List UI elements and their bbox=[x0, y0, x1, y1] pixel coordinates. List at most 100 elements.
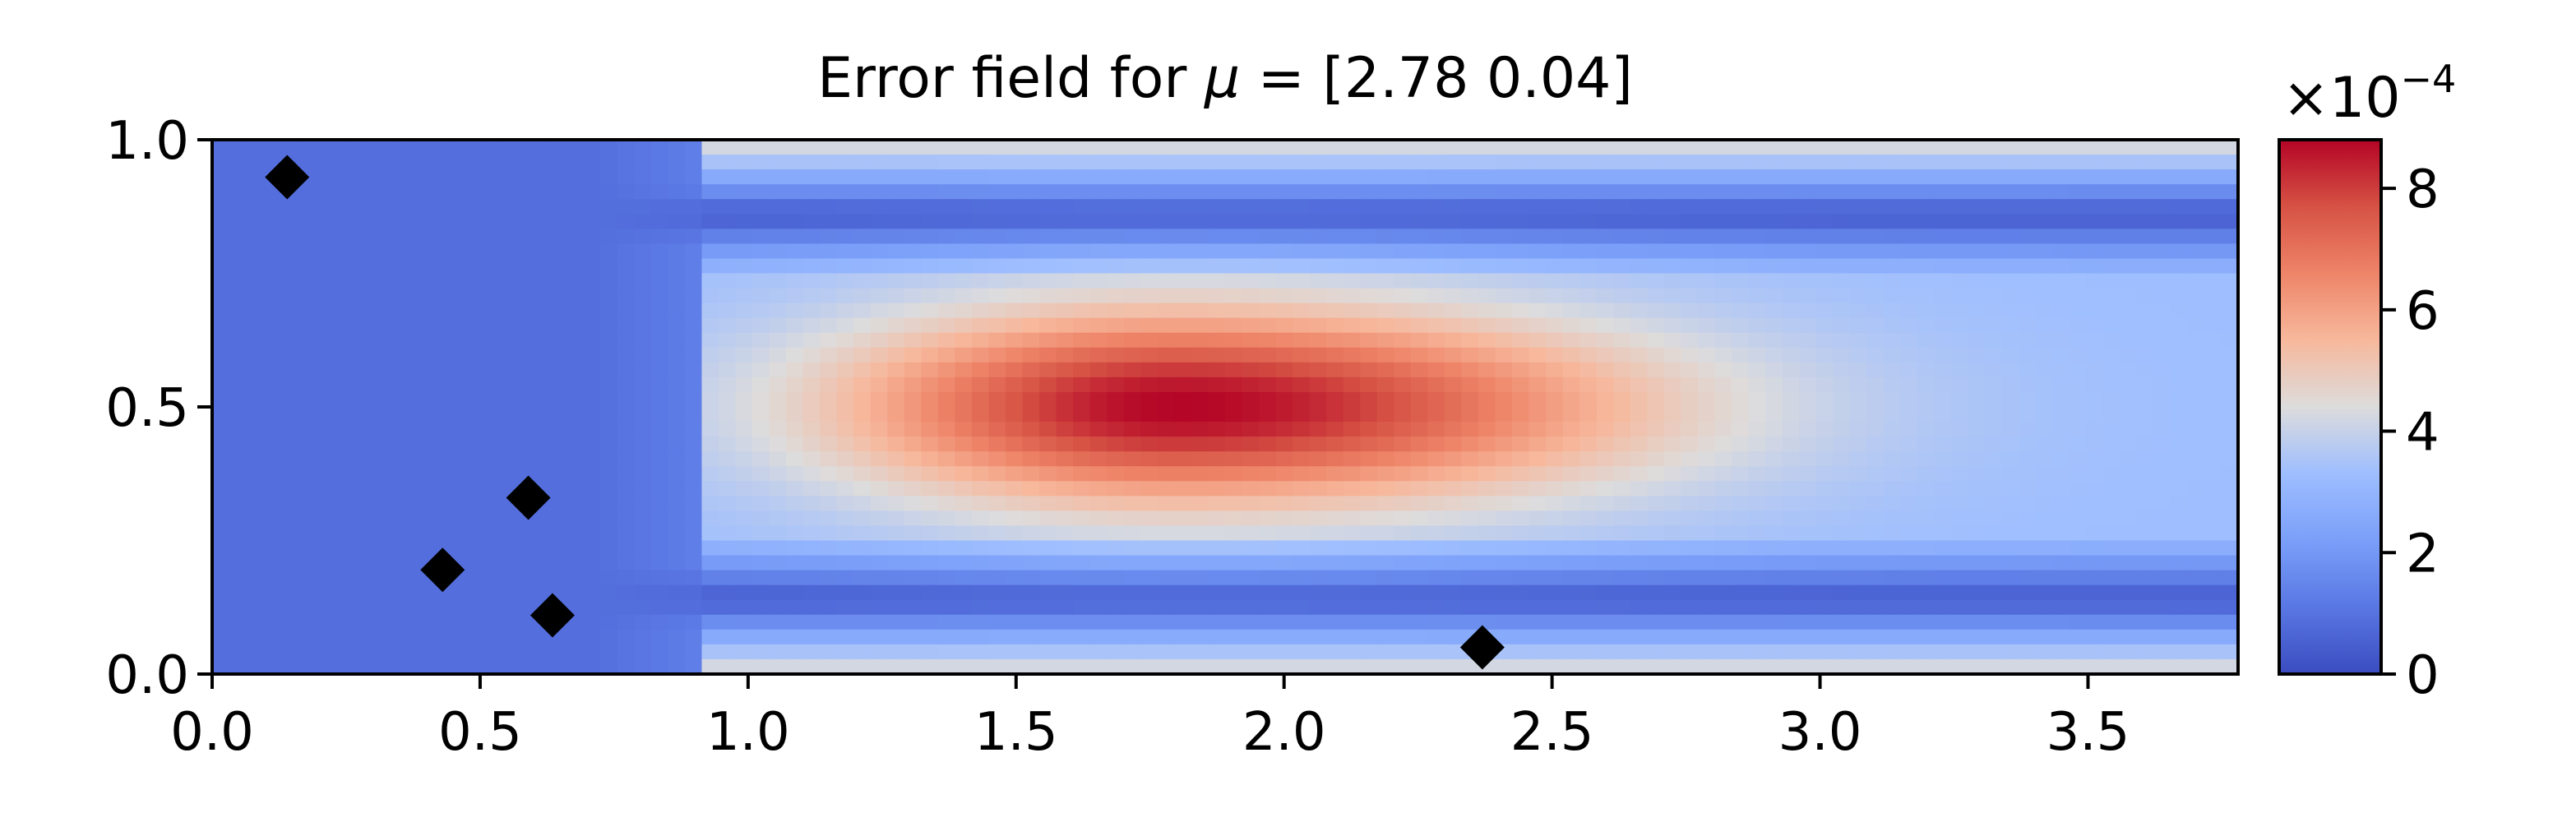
field-cell bbox=[2136, 614, 2155, 630]
x-tick-label: 3.0 bbox=[1778, 702, 1862, 763]
field-cell bbox=[1208, 658, 1226, 674]
field-cell bbox=[1157, 422, 1176, 437]
field-cell bbox=[802, 258, 821, 275]
field-cell bbox=[246, 273, 264, 289]
field-cell bbox=[516, 229, 534, 245]
field-cell bbox=[2153, 376, 2171, 393]
field-cell bbox=[2136, 510, 2155, 527]
field-cell bbox=[212, 436, 230, 452]
field-cell bbox=[1427, 140, 1445, 155]
field-cell bbox=[1681, 481, 1699, 497]
field-cell bbox=[1293, 422, 1311, 437]
field-cell bbox=[1833, 362, 1851, 378]
field-cell bbox=[1225, 169, 1243, 185]
field-cell bbox=[1073, 317, 1091, 334]
field-cell bbox=[937, 481, 956, 497]
field-cell bbox=[1596, 451, 1615, 468]
field-cell bbox=[1697, 229, 1716, 245]
field-cell bbox=[1293, 376, 1311, 393]
field-cell bbox=[836, 510, 855, 527]
field-cell bbox=[1714, 555, 1732, 571]
field-cell bbox=[1546, 184, 1564, 201]
field-cell bbox=[2035, 481, 2053, 497]
field-cell bbox=[2102, 584, 2121, 601]
field-cell bbox=[363, 303, 382, 319]
field-cell bbox=[1732, 629, 1750, 645]
field-cell bbox=[1934, 243, 1952, 260]
field-cell bbox=[2187, 629, 2205, 645]
field-cell bbox=[1123, 199, 1142, 215]
field-cell bbox=[1140, 540, 1159, 557]
field-cell bbox=[1866, 184, 1885, 201]
field-cell bbox=[600, 288, 618, 304]
field-cell bbox=[1225, 273, 1243, 289]
field-cell bbox=[719, 214, 737, 230]
field-cell bbox=[1663, 451, 1682, 468]
field-cell bbox=[347, 317, 365, 334]
field-cell bbox=[1208, 555, 1226, 571]
field-cell bbox=[2153, 199, 2171, 215]
field-cell bbox=[1663, 288, 1682, 304]
field-cell bbox=[752, 436, 770, 452]
field-cell bbox=[1647, 407, 1665, 423]
field-cell bbox=[1495, 288, 1513, 304]
field-cell bbox=[1714, 169, 1732, 185]
field-cell bbox=[1748, 422, 1766, 437]
field-cell bbox=[1293, 466, 1311, 483]
field-cell bbox=[1056, 510, 1074, 527]
field-cell bbox=[465, 362, 483, 378]
field-cell bbox=[2170, 243, 2189, 260]
field-cell bbox=[769, 243, 787, 260]
field-cell bbox=[549, 644, 567, 660]
field-cell bbox=[448, 332, 466, 349]
field-cell bbox=[1849, 658, 1868, 674]
field-cell bbox=[1596, 332, 1615, 349]
field-cell bbox=[1056, 288, 1074, 304]
field-cell bbox=[2221, 332, 2238, 349]
field-cell bbox=[1039, 391, 1057, 408]
field-cell bbox=[887, 317, 905, 334]
field-cell bbox=[1259, 273, 1277, 289]
field-cell bbox=[567, 258, 585, 275]
field-cell bbox=[617, 169, 636, 185]
field-cell bbox=[431, 525, 450, 542]
field-cell bbox=[1242, 436, 1260, 452]
field-cell bbox=[1512, 407, 1530, 423]
field-cell bbox=[668, 288, 686, 304]
field-cell bbox=[414, 243, 432, 260]
field-cell bbox=[650, 199, 669, 215]
field-cell bbox=[1461, 288, 1479, 304]
field-cell bbox=[1866, 525, 1885, 542]
field-cell bbox=[363, 422, 382, 437]
field-cell bbox=[1546, 169, 1564, 185]
field-cell bbox=[1663, 422, 1682, 437]
field-cell bbox=[1732, 584, 1750, 601]
field-cell bbox=[448, 629, 466, 645]
field-cell bbox=[1309, 140, 1327, 155]
field-cell bbox=[1174, 229, 1192, 245]
field-cell bbox=[2170, 555, 2189, 571]
field-cell bbox=[802, 214, 821, 230]
field-cell bbox=[1495, 214, 1513, 230]
field-cell bbox=[1006, 184, 1024, 201]
field-cell bbox=[1613, 258, 1631, 275]
field-cell bbox=[296, 525, 314, 542]
field-cell bbox=[1934, 658, 1952, 674]
field-cell bbox=[280, 510, 298, 527]
field-cell bbox=[1883, 584, 1902, 601]
field-cell bbox=[937, 214, 956, 230]
field-cell bbox=[1208, 570, 1226, 586]
field-cell bbox=[1107, 140, 1125, 155]
field-cell bbox=[1073, 510, 1091, 527]
field-cell bbox=[1073, 629, 1091, 645]
field-cell bbox=[262, 555, 280, 571]
field-cell bbox=[1714, 540, 1732, 557]
field-cell bbox=[533, 466, 551, 483]
field-cell bbox=[1191, 481, 1209, 497]
field-cell bbox=[516, 525, 534, 542]
field-cell bbox=[887, 570, 905, 586]
field-cell bbox=[921, 599, 939, 616]
field-cell bbox=[988, 481, 1006, 497]
field-cell bbox=[2170, 599, 2189, 616]
field-cell bbox=[1140, 510, 1159, 527]
